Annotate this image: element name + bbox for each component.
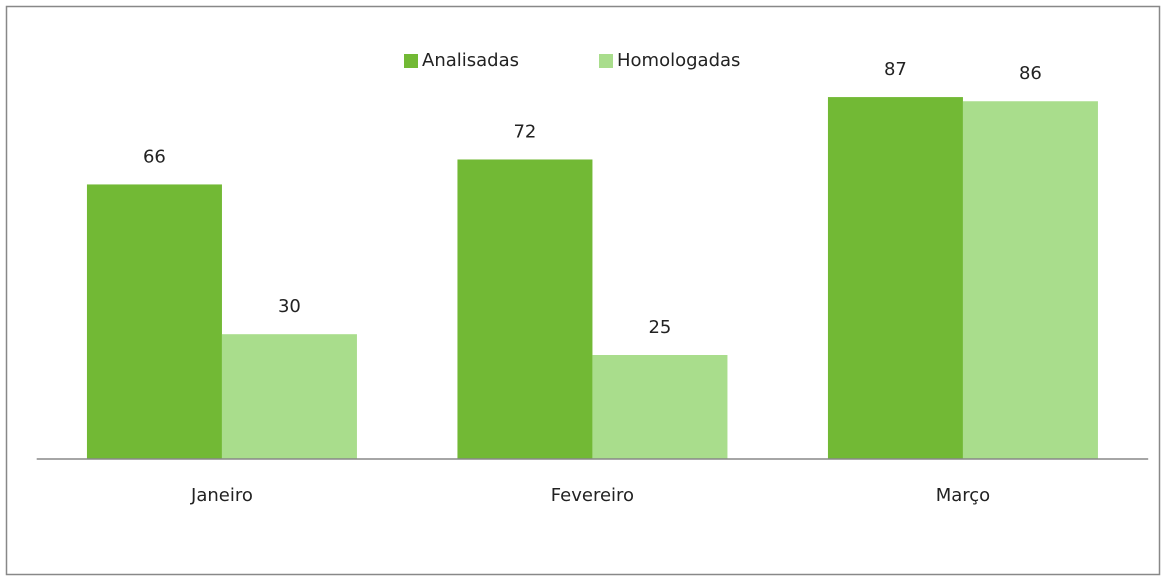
x-tick-label: Janeiro bbox=[190, 485, 253, 506]
x-tick-label: Março bbox=[936, 485, 990, 506]
data-label: 30 bbox=[278, 296, 301, 317]
bar bbox=[221, 334, 357, 459]
bar bbox=[592, 355, 728, 459]
legend-swatch bbox=[599, 54, 613, 68]
data-label: 25 bbox=[648, 317, 671, 338]
legend-swatch bbox=[404, 54, 418, 68]
bar bbox=[457, 159, 593, 460]
bar bbox=[962, 101, 1098, 460]
data-label: 86 bbox=[1019, 63, 1042, 84]
legend-label: Analisadas bbox=[422, 50, 519, 71]
bar bbox=[827, 97, 963, 459]
data-label: 87 bbox=[884, 59, 907, 80]
data-label: 66 bbox=[143, 146, 166, 167]
data-label: 72 bbox=[513, 121, 536, 142]
bar bbox=[86, 184, 222, 459]
legend-label: Homologadas bbox=[617, 50, 740, 71]
x-tick-label: Fevereiro bbox=[551, 485, 634, 506]
